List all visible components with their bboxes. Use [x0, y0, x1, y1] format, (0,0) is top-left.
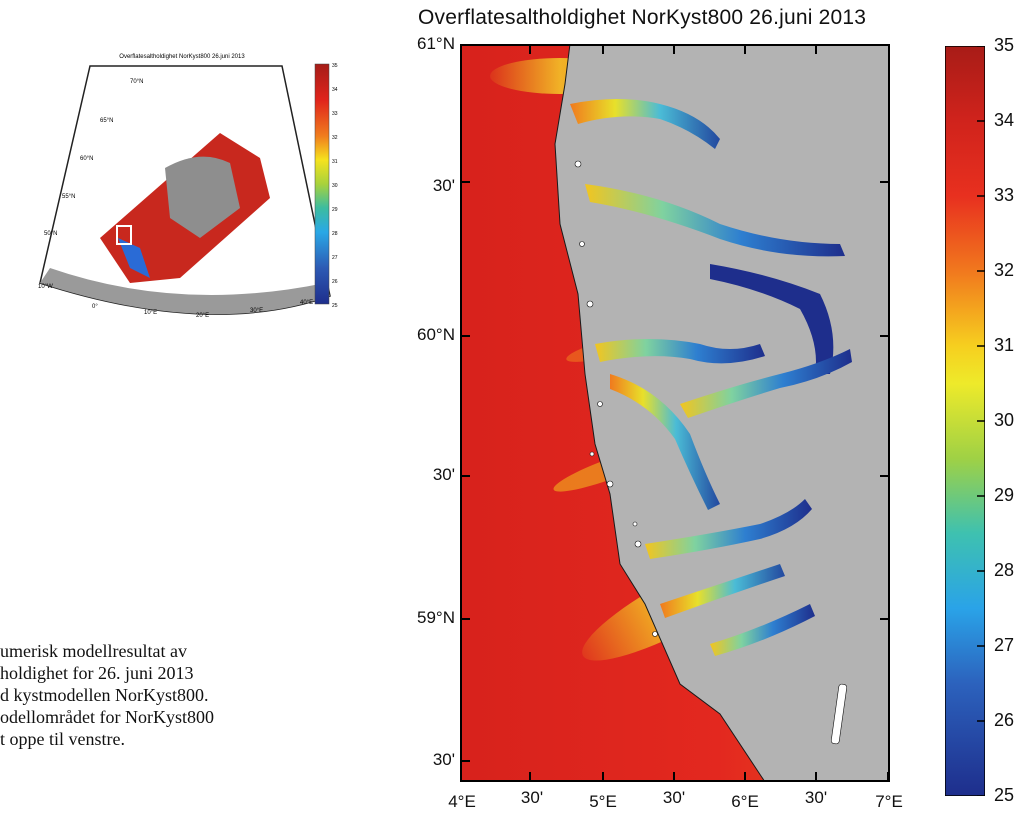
map-title: Overflatesaltholdighet NorKyst800 26.jun… [418, 6, 867, 29]
fjord-mid [595, 339, 765, 364]
fjord-south [645, 499, 812, 559]
coastal-islands [574, 160, 848, 745]
lon-label-7e: 7°E [875, 792, 903, 811]
caption-line-3: d kystmodellen NorKyst800. [0, 685, 209, 705]
colorbar-label: 35 [994, 35, 1015, 55]
salinity-map [460, 44, 890, 782]
inset-lon-10e: 10°E [144, 310, 157, 316]
inset-colorbar [314, 63, 330, 305]
inset-colorbar-label: 26 [332, 279, 338, 285]
inset-selection-box [116, 225, 132, 245]
fjord-inner-east [710, 264, 834, 374]
salinity-colorbar [945, 46, 985, 796]
inset-colorbar-label: 29 [332, 207, 338, 213]
inset-colorbar-label: 27 [332, 255, 338, 261]
inset-colorbar-label: 32 [332, 135, 338, 141]
colorbar-label: 28 [994, 560, 1015, 580]
colorbar-label: 34 [994, 110, 1015, 130]
lon-label-5-30: 30' [662, 788, 686, 807]
colorbar-label: 31 [994, 335, 1015, 355]
colorbar-label: 25 [994, 785, 1015, 805]
caption-line-4: odellområdet for NorKyst800 [0, 707, 214, 727]
inset-colorbar-label: 35 [332, 63, 338, 69]
inset-lon-20e: 20°E [196, 313, 209, 319]
lat-label-58-30: 30' [432, 750, 455, 769]
lon-label-4-30: 30' [520, 788, 544, 807]
lon-label-6e: 6°E [731, 792, 759, 811]
map-ticks [460, 44, 890, 782]
inset-land-south [40, 268, 330, 315]
inset-colorbar-label: 30 [332, 183, 338, 189]
inset-title: Overflatesaltholdighet NorKyst800 26.jun… [119, 54, 245, 60]
figure-caption: umerisk modellresultat av holdighet for … [0, 640, 340, 750]
colorbar-label: 26 [994, 710, 1015, 730]
inset-lon-10w: 10°W [38, 284, 53, 290]
colorbar-label: 27 [994, 635, 1015, 655]
caption-line-1: umerisk modellresultat av [0, 641, 187, 661]
inset-colorbar-label: 25 [332, 303, 338, 309]
inset-colorbar-labels: 35 34 33 32 31 30 29 28 27 26 25 [332, 63, 338, 309]
inset-colorbar-label: 31 [332, 159, 338, 165]
inset-colorbar-label: 33 [332, 111, 338, 117]
colorbar-label: 30 [994, 410, 1015, 430]
inset-coastal-fresh [118, 238, 150, 278]
lon-label-6-30: 30' [804, 788, 828, 807]
lat-label-60-30: 30' [432, 176, 455, 195]
inset-lon-30e: 30°E [250, 308, 263, 314]
inset-lat-50: 50°N [44, 231, 57, 237]
sognefjord [585, 184, 845, 257]
inset-colorbar-label: 34 [332, 87, 338, 93]
inset-lon-0: 0° [92, 304, 98, 310]
colorbar-label: 33 [994, 185, 1015, 205]
inset-colorbar-label: 28 [332, 231, 338, 237]
overview-inset-map: Overflatesaltholdighet NorKyst800 26.jun… [38, 54, 338, 319]
inset-lat-55: 55°N [62, 194, 75, 200]
fjord-bergen [610, 374, 720, 510]
inset-lon-40e: 40°E [300, 300, 313, 306]
lon-label-5e: 5°E [589, 792, 617, 811]
fjord-north [570, 99, 720, 149]
colorbar-label: 32 [994, 260, 1015, 280]
lat-label-60n: 60°N [417, 325, 455, 344]
lat-label-59-30: 30' [432, 465, 455, 484]
land-mass [554, 44, 890, 782]
inset-lat-65: 65°N [100, 118, 113, 124]
inset-lat-70: 70°N [130, 79, 143, 85]
inset-lat-60: 60°N [80, 156, 93, 162]
lon-label-4e: 4°E [448, 792, 476, 811]
colorbar-label: 29 [994, 485, 1015, 505]
inset-scandinavia [165, 156, 240, 238]
fjord-southeast [710, 604, 815, 656]
hardangerfjord [680, 349, 852, 418]
caption-line-2: holdighet for 26. juni 2013 [0, 663, 194, 683]
boknafjord [660, 564, 785, 618]
lat-label-59n: 59°N [417, 608, 455, 627]
caption-line-5: t oppe til venstre. [0, 729, 125, 749]
lat-label-61n: 61°N [417, 34, 455, 53]
